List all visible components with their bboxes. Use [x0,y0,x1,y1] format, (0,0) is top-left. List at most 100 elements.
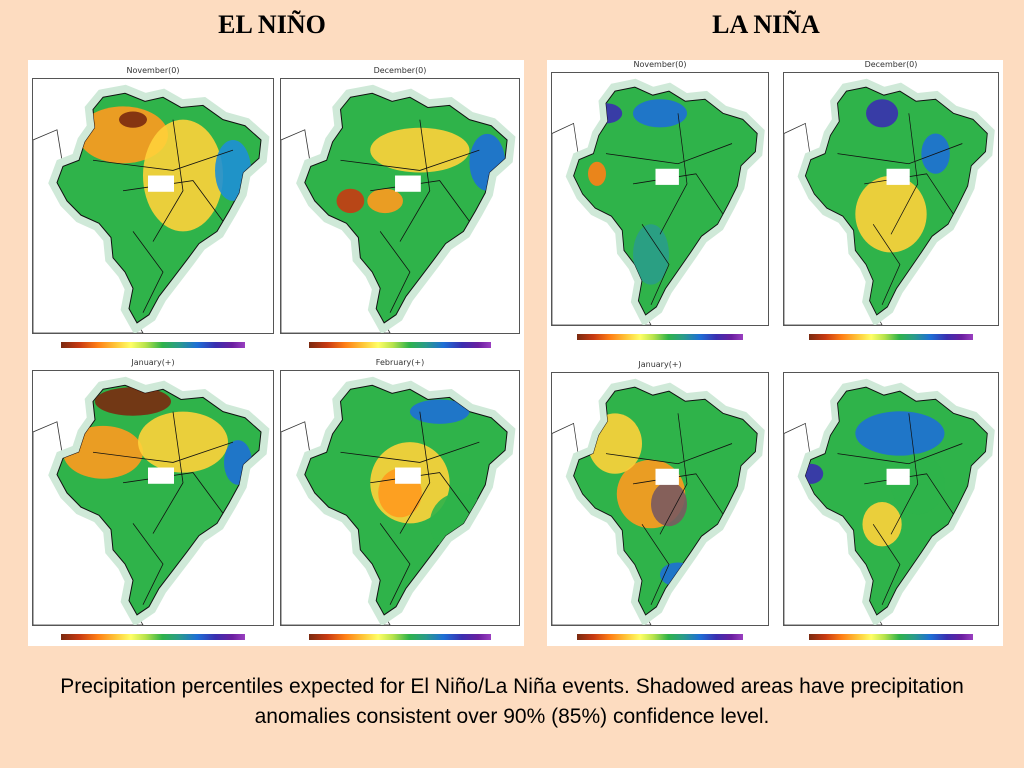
map-graphic [33,84,270,333]
anomaly-region [651,481,687,527]
anomaly-layer [63,387,252,485]
state-border [379,523,411,605]
anomaly-region [95,387,171,416]
precip-map [783,72,999,326]
map-panel-nino-jan: January(+) [32,358,274,644]
state-border [132,523,164,605]
anomaly-region [866,99,899,128]
state-border [632,173,724,215]
anomaly-region [633,224,669,285]
map-graphic [281,84,516,333]
state-border [340,441,480,463]
map-title: December(0) [373,66,427,75]
anomaly-region [370,127,470,173]
anomaly-region [633,99,687,128]
precip-map [783,372,999,626]
state-border [837,443,963,465]
map-panel-nina-dec: December(0) [783,60,999,344]
map-panel-nino-nov: November(0) [32,66,274,352]
state-border [92,441,234,463]
precip-map [280,370,520,626]
state-border [122,180,224,222]
masked-area [655,168,679,185]
state-border [837,143,963,165]
anomaly-layer [336,127,506,214]
precip-map [280,78,520,334]
percentile-colorbar [808,634,974,640]
state-border [864,173,954,215]
anomaly-region [138,411,228,473]
masked-area [395,467,421,484]
state-border [370,180,470,222]
state-border [152,411,184,534]
state-border [890,113,919,235]
state-border [864,473,954,515]
masked-area [148,175,174,192]
el-nino-heading: EL NIÑO [218,10,326,39]
anomaly-region [469,133,506,191]
anomaly-region [805,463,824,484]
anomaly-region [588,161,606,186]
figure-caption: Precipitation percentiles expected for E… [60,675,964,728]
anomaly-region [143,119,223,232]
state-border [659,113,688,235]
map-panel-nina-nov: November(0) [551,60,769,344]
state-border [132,231,164,313]
state-border [641,523,670,606]
map-graphic [552,378,765,625]
state-border [399,119,431,242]
state-border [641,223,670,306]
anomaly-region [336,188,365,214]
state-border [605,443,733,465]
map-graphic [33,376,270,625]
masked-area [886,468,910,485]
state-border [379,231,411,313]
anomaly-region [855,411,945,456]
brazil-shape [573,86,758,316]
map-title: December(0) [864,60,918,69]
percentile-colorbar [308,634,492,640]
map-title: January(+) [131,358,175,367]
state-border [659,413,688,535]
state-border [122,472,224,514]
map-panel-nina-feb [783,360,999,644]
state-border [340,149,480,171]
state-border [152,119,184,242]
masked-area [655,468,679,485]
anomaly-region [855,175,927,253]
percentile-colorbar [577,334,743,340]
percentile-colorbar [308,342,492,348]
la-nina-maps: November(0) December(0) January(+) [547,60,1003,646]
anomaly-region [409,399,470,424]
percentile-colorbar [577,634,743,640]
state-border [632,473,724,515]
map-title: February(+) [375,358,425,367]
map-graphic [552,78,765,325]
precip-map [551,72,769,326]
map-panel-nina-jan: January(+) [551,360,769,644]
percentile-colorbar [61,634,245,640]
percentile-colorbar [808,334,974,340]
el-nino-maps: November(0) December(0) January(+) Febru… [28,60,524,646]
state-border [605,143,733,165]
map-title: November(0) [633,60,687,69]
percentile-colorbar [61,342,245,348]
state-border [370,472,470,514]
anomaly-layer [855,99,950,253]
state-border [399,411,431,534]
anomaly-region [367,188,403,214]
precip-map [32,78,274,334]
map-graphic [784,78,995,325]
la-nina-heading: LA NIÑA [712,10,820,39]
anomaly-region [119,111,147,128]
masked-area [886,168,910,185]
map-panel-nino-dec: December(0) [280,66,520,352]
precip-map [32,370,274,626]
state-border [92,149,234,171]
map-title: January(+) [638,360,682,369]
map-graphic [281,376,516,625]
state-border [872,223,901,306]
map-title: November(0) [126,66,180,75]
map-panel-nino-feb: February(+) [280,358,520,644]
state-border [890,413,919,535]
